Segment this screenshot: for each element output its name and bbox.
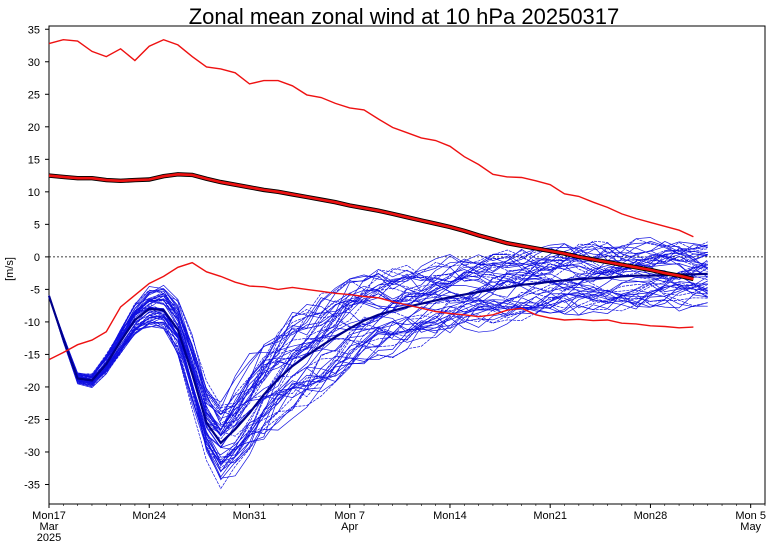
x-tick-label: Mon 5: [735, 510, 766, 522]
x-tick-label: Mon17: [32, 510, 66, 522]
ensemble-member-line: [48, 244, 708, 426]
x-tick-label: May: [740, 521, 761, 533]
y-tick-label: 5: [34, 219, 40, 231]
y-axis: 35 30 25 20 15 10 5 0 -5 -10 -15 -20 -25 -30 -35: [24, 24, 49, 491]
ensemble-member-line: [48, 281, 708, 464]
x-tick-label: Mar: [40, 521, 59, 533]
y-tick-label: 35: [28, 24, 40, 36]
y-tick-label: -35: [24, 479, 40, 491]
x-tick-label: Mon21: [533, 510, 567, 522]
ensemble-member-line: [48, 283, 708, 465]
x-tick-label: Mon28: [634, 510, 668, 522]
ensemble-members: [47, 237, 708, 490]
y-tick-label: -5: [30, 284, 40, 296]
ensemble-member-line: [48, 286, 708, 463]
climatology-lines: [48, 38, 694, 361]
y-tick-label: -25: [24, 414, 40, 426]
ensemble-member-line: [48, 242, 708, 417]
y-tick-label: 20: [28, 122, 40, 134]
ensemble-member-line: [48, 295, 708, 490]
ensemble-member-line: [48, 284, 708, 461]
y-tick-label: 30: [28, 57, 40, 69]
x-tick-label: Mon31: [233, 510, 267, 522]
y-tick-label: -20: [24, 382, 40, 394]
y-tick-label: -15: [24, 349, 40, 361]
ensemble-member-line: [48, 283, 708, 478]
ensemble-central-line: [47, 272, 708, 445]
x-tick-label: Mon 7: [334, 510, 365, 522]
ensemble-member-line: [48, 289, 708, 456]
y-tick-label: -10: [24, 317, 40, 329]
climatology-min-line: [48, 261, 694, 361]
chart-title: Zonal mean zonal wind at 10 hPa 20250317: [189, 4, 620, 29]
x-tick-label: Apr: [341, 521, 358, 533]
y-tick-label: 0: [34, 252, 40, 264]
ensemble-member-line: [48, 262, 708, 437]
y-axis-label: [m/s]: [4, 257, 16, 281]
y-tick-label: 15: [28, 154, 40, 166]
climatology-mean-line: [48, 172, 694, 281]
ensemble-member-line: [48, 284, 708, 469]
y-tick-label: 25: [28, 89, 40, 101]
ensemble-member-line: [48, 274, 708, 472]
y-tick-label: 10: [28, 187, 40, 199]
ensemble-member-line: [48, 253, 708, 431]
climatology-max-line: [48, 38, 694, 238]
ensemble-member-line: [48, 241, 708, 416]
y-tick-label: -30: [24, 447, 40, 459]
x-tick-label: Mon24: [132, 510, 166, 522]
x-tick-label: Mon14: [433, 510, 467, 522]
ensemble-member-line: [48, 242, 708, 406]
ensemble-member-line: [48, 255, 708, 437]
x-tick-label: 2025: [37, 532, 61, 544]
